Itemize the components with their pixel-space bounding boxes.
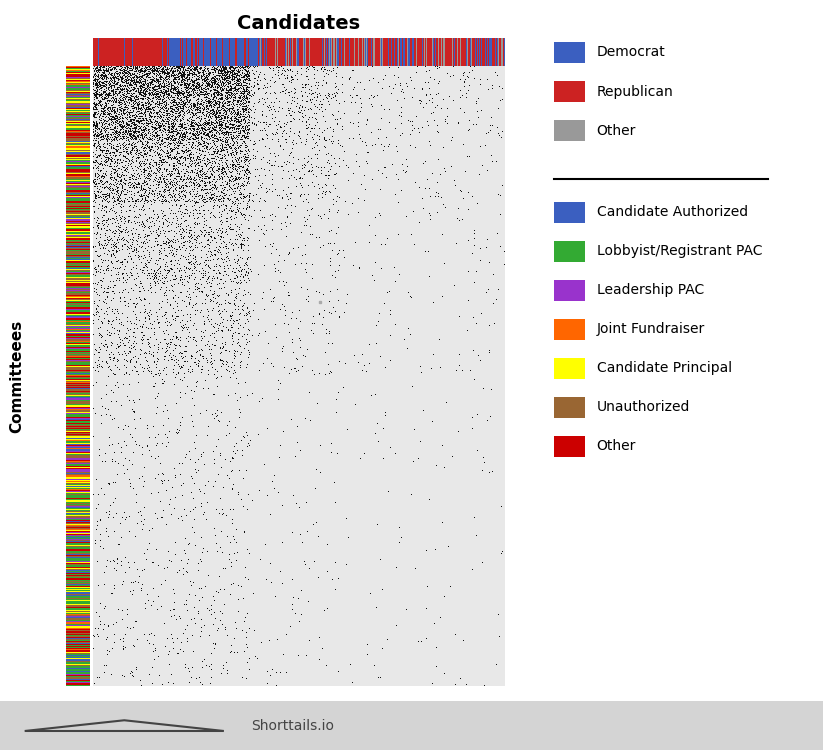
Title: Candidates: Candidates [237, 14, 360, 33]
Text: Candidate Principal: Candidate Principal [597, 362, 732, 375]
Text: Shorttails.io: Shorttails.io [251, 718, 334, 733]
Text: Candidate Authorized: Candidate Authorized [597, 206, 748, 219]
Text: Committeees: Committeees [9, 320, 24, 433]
Text: Unauthorized: Unauthorized [597, 400, 690, 414]
Text: Other: Other [597, 440, 636, 453]
Text: Democrat: Democrat [597, 46, 666, 59]
Text: Other: Other [597, 124, 636, 137]
Text: Lobbyist/Registrant PAC: Lobbyist/Registrant PAC [597, 244, 762, 258]
Text: Republican: Republican [597, 85, 673, 98]
Text: Joint Fundraiser: Joint Fundraiser [597, 322, 705, 336]
Text: Leadership PAC: Leadership PAC [597, 284, 704, 297]
